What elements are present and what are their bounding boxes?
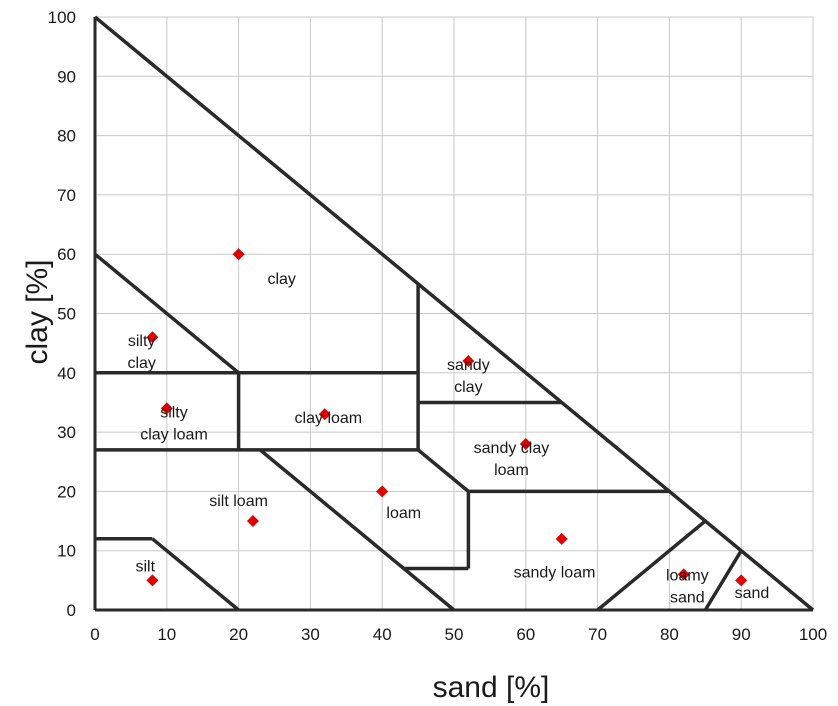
y-tick-label: 60 [57,245,76,264]
data-point [232,248,245,261]
region-label-line: loam [386,505,421,522]
region-label: clay [267,271,295,288]
y-tick-label: 90 [57,67,76,86]
y-tick-label: 40 [57,364,76,383]
region-label-line: clay loam [140,426,208,443]
x-tick-label: 80 [660,625,679,644]
region-label: silty clay loam [140,404,208,443]
y-axis-title: clay [%] [21,259,54,364]
y-tick-label: 50 [57,305,76,324]
data-point [146,331,159,344]
region-label: sand [735,585,770,602]
data-point [462,354,475,367]
y-tick-label: 0 [67,601,76,620]
region-boundary [151,537,240,612]
grid-lines [95,16,814,610]
region-boundaries [93,15,815,612]
region-label-line: clay loam [295,410,363,427]
region-label-line: sand [735,585,770,602]
x-tick-label: 10 [157,625,176,644]
y-tick-label: 20 [57,482,76,501]
x-tick-label: 90 [732,625,751,644]
x-tick-label: 0 [90,625,99,644]
region-label-line: silt [135,558,155,575]
data-point [318,408,331,421]
region-label-line: clay [127,355,155,372]
region-label: loam [386,505,421,522]
x-axis-title: sand [%] [433,671,550,704]
region-label-line: sandy loam [514,564,596,581]
region-label: sandy loam [514,564,596,581]
data-point [160,402,173,415]
y-tick-label: 30 [57,423,76,442]
region-label: sandy clay loam [474,440,550,479]
region-label-line: silty [128,333,156,350]
region-label-line: sand [670,589,705,606]
x-tick-label: 60 [516,625,535,644]
data-point [246,515,259,528]
data-point [735,574,748,587]
data-point [146,574,159,587]
region-label: silt [135,558,155,575]
x-tick-label: 50 [445,625,464,644]
region-label: silt loam [209,493,268,510]
y-tick-label: 100 [48,8,76,27]
x-tick-label: 40 [373,625,392,644]
data-point [555,532,568,545]
region-label-line: clay [454,379,482,396]
region-label-line: loam [494,462,529,479]
tick-labels: 0 10 20 30 40 50 60 70 80 90 100 0 10 20 30 40 50 60 70 80 9… [48,8,828,644]
region-boundary [93,252,240,375]
region-label-line: clay [267,271,295,288]
x-tick-label: 20 [229,625,248,644]
region-label-line: sandy clay [474,440,550,457]
region-label: sandy clay [447,357,490,396]
region-label-line: silty [160,404,188,421]
y-tick-label: 10 [57,542,76,561]
region-label: loamy sand [666,567,709,606]
data-points [146,248,748,587]
region-boundary [596,519,707,612]
y-tick-label: 70 [57,186,76,205]
data-point [376,485,389,498]
x-tick-label: 70 [588,625,607,644]
y-tick-label: 80 [57,127,76,146]
data-point [677,568,690,581]
region-boundary [93,15,815,612]
region-label-line: loamy [666,567,709,584]
region-label-line: silt loam [209,493,268,510]
region-label: silty clay [127,333,155,372]
region-label: clay loam [295,410,363,427]
region-boundary [416,448,470,493]
region-boundary [258,448,456,612]
region-label-line: sandy [447,357,490,374]
data-point [519,437,532,450]
x-tick-label: 30 [301,625,320,644]
x-tick-label: 100 [799,625,827,644]
region-boundary [703,549,743,611]
